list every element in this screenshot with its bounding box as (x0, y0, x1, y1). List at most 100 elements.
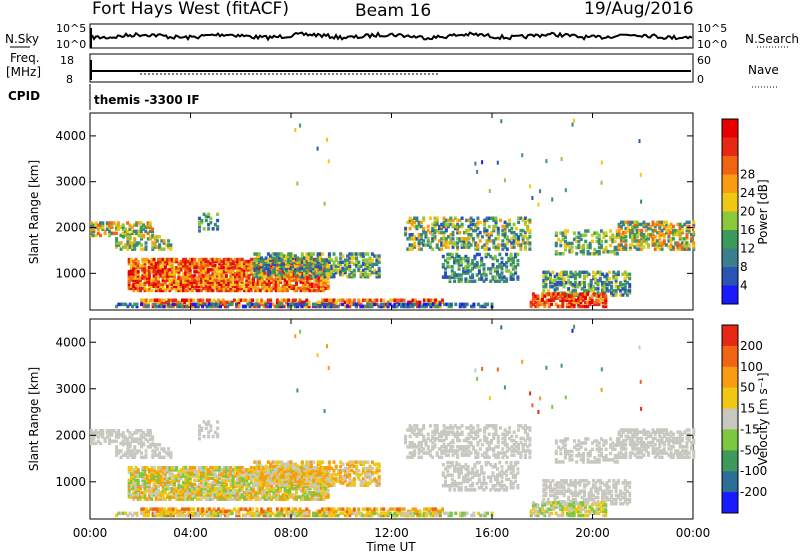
colorbar-cell (722, 156, 738, 175)
velocity-cell (129, 484, 133, 489)
power-cell (442, 243, 446, 247)
velocity-cell (257, 460, 261, 464)
power-cell (455, 252, 459, 257)
power-cell (375, 270, 379, 275)
power-cell (653, 239, 657, 243)
velocity-cell (162, 455, 166, 459)
velocity-cell (292, 493, 296, 497)
velocity-cell (255, 475, 259, 479)
power-cell (619, 224, 623, 229)
power-cell (158, 247, 162, 251)
power-cell (370, 270, 374, 275)
power-cell (286, 280, 289, 284)
power-cell (490, 302, 494, 307)
velocity-cell (245, 476, 249, 480)
power-cell (480, 277, 484, 281)
velocity-cell (145, 476, 149, 480)
power-cell (459, 279, 463, 283)
velocity-cell (108, 433, 112, 437)
power-cell (231, 274, 235, 278)
velocity-cell (105, 429, 109, 433)
velocity-cell (222, 470, 226, 474)
power-cell (377, 256, 381, 260)
power-cell (601, 285, 604, 289)
power-cell (359, 304, 363, 309)
power-cell (601, 280, 604, 285)
power-cell (379, 302, 383, 307)
power-cell (322, 280, 326, 284)
power-cell (514, 252, 518, 257)
velocity-cell (154, 497, 158, 501)
velocity-cell (238, 493, 242, 497)
power-cell (496, 258, 499, 263)
power-cell (560, 280, 564, 285)
power-cell (280, 258, 284, 262)
power-cell (339, 266, 343, 271)
power-cell (133, 243, 137, 247)
power-cell (243, 261, 246, 266)
power-cell (410, 243, 414, 247)
velocity-cell (238, 476, 242, 480)
power-cell (222, 270, 226, 274)
power-cell (170, 278, 174, 282)
power-cell (612, 289, 616, 293)
velocity-cell (188, 484, 192, 489)
power-cell (184, 259, 188, 264)
power-cell (330, 298, 334, 302)
velocity-cell (114, 431, 118, 435)
power-cell (509, 263, 513, 267)
velocity-cell (126, 437, 130, 441)
velocity-cell (177, 486, 181, 491)
velocity-cell (204, 422, 208, 426)
power-cell (560, 157, 563, 161)
power-cell (346, 300, 349, 305)
power-cell (136, 266, 140, 270)
power-cell (175, 286, 179, 291)
power-cell (124, 302, 128, 307)
power-cell (373, 268, 377, 273)
power-cell (438, 224, 441, 229)
velocity-cell (206, 476, 210, 480)
power-cell (117, 243, 121, 247)
power-cell (139, 231, 143, 236)
velocity-cell (326, 495, 330, 499)
velocity-cell (222, 486, 226, 491)
power-cell (665, 228, 669, 233)
power-cell (222, 272, 226, 276)
power-cell (146, 237, 150, 241)
velocity-cell (267, 495, 271, 499)
power-cell (444, 267, 447, 271)
power-cell (569, 280, 573, 285)
power-cell (438, 304, 442, 309)
power-cell (510, 237, 514, 241)
power-cell (377, 304, 381, 309)
power-cell (196, 300, 200, 305)
velocity-cell (266, 468, 270, 473)
power-cell (468, 279, 472, 283)
velocity-cell (258, 489, 262, 493)
power-cell (126, 221, 130, 225)
velocity-cell (146, 445, 150, 449)
power-cell (404, 230, 408, 235)
power-cell (260, 264, 264, 269)
power-cell (483, 230, 487, 235)
power-cell (425, 298, 429, 302)
power-cell (404, 226, 408, 231)
noise-tick-right-top: 10^5 (697, 22, 727, 35)
power-cell (206, 274, 210, 278)
velocity-cell (319, 493, 323, 497)
power-cell (134, 282, 138, 286)
power-cell (110, 225, 114, 229)
velocity-cell (229, 482, 233, 487)
power-cell (286, 284, 289, 289)
velocity-cell (169, 451, 173, 455)
velocity-cell (163, 478, 167, 483)
power-cell (595, 298, 599, 302)
power-cell (531, 298, 535, 302)
power-cell (257, 270, 261, 275)
velocity-cell (152, 484, 156, 489)
power-cell (267, 280, 271, 284)
power-cell (433, 235, 437, 239)
power-cell (447, 304, 451, 309)
power-cell (303, 262, 307, 267)
